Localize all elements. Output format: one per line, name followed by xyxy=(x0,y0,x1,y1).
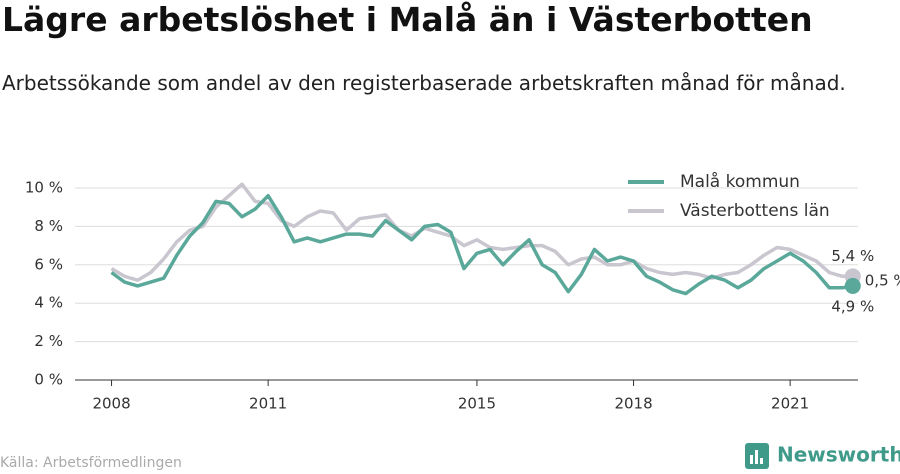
y-tick-label: 8 % xyxy=(34,217,63,235)
annotation: 4,9 % xyxy=(831,297,874,315)
logo xyxy=(745,443,769,469)
annotation: 5,4 % xyxy=(831,247,874,265)
y-tick-label: 10 % xyxy=(25,179,63,197)
series-line xyxy=(110,193,854,296)
chart-subtitle: Arbetssökande som andel av den registerb… xyxy=(2,71,846,95)
x-tick-label: 2018 xyxy=(614,395,652,413)
x-tick-label: 2015 xyxy=(458,395,496,413)
x-tick-label: 2008 xyxy=(92,395,130,413)
brand: Newsworthy xyxy=(777,443,900,467)
chart-title: Lägre arbetslöshet i Malå än i Västerbot… xyxy=(2,0,813,39)
end-dot xyxy=(844,277,861,294)
y-tick-label: 2 % xyxy=(34,332,63,350)
y-tick-label: 6 % xyxy=(34,255,63,273)
y-tick-label: 0 % xyxy=(34,371,63,389)
legend-label: Västerbottens län xyxy=(680,201,830,221)
series-line xyxy=(110,182,853,282)
annotation: 0,5 % xyxy=(865,272,900,290)
x-tick-label: 2011 xyxy=(249,395,287,413)
y-tick-label: 4 % xyxy=(34,294,63,312)
x-tick-label: 2021 xyxy=(771,395,809,413)
source: Källa: Arbetsförmedlingen xyxy=(0,455,182,471)
legend-label: Malå kommun xyxy=(680,171,800,192)
